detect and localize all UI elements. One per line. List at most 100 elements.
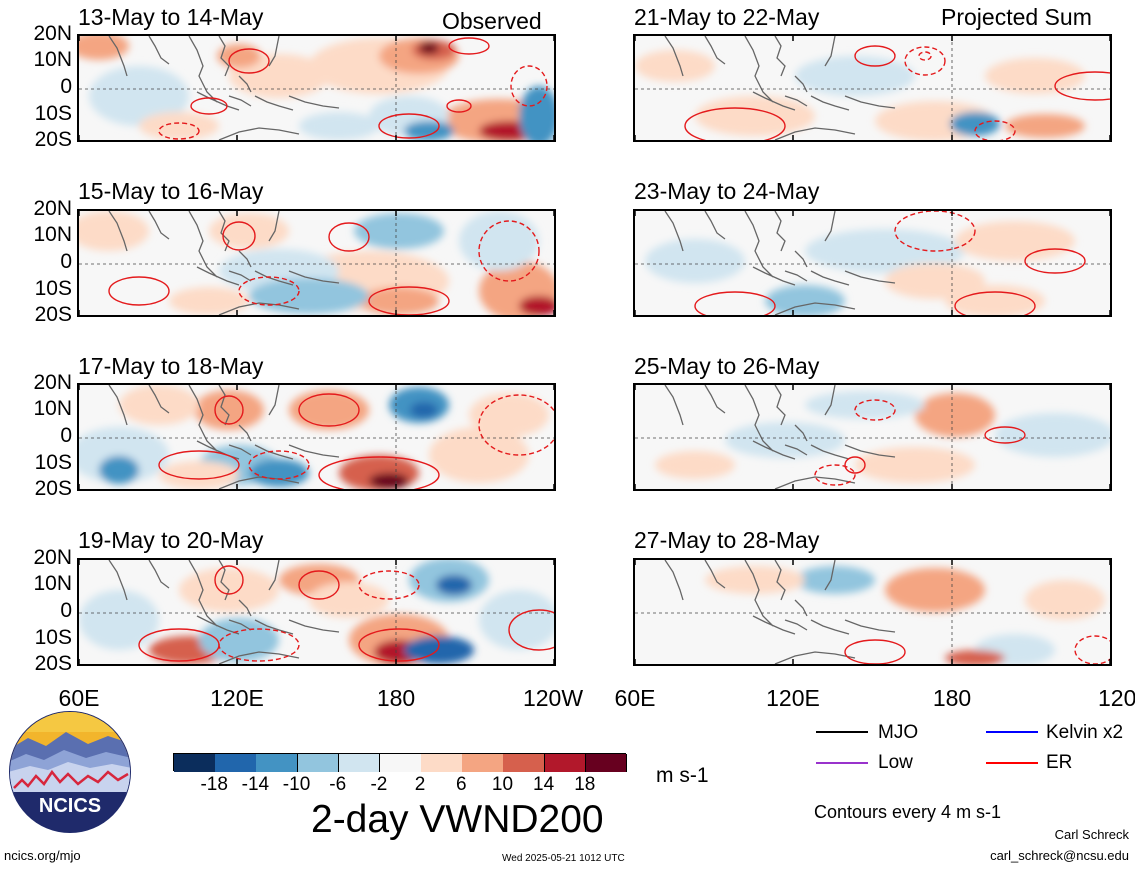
er-contour — [954, 291, 1036, 315]
figure-title: 2-day VWND200 — [311, 798, 604, 841]
coastline — [108, 36, 340, 140]
panel-title-2: 15-May to 16-May — [78, 178, 264, 204]
wind-anomaly-patch — [725, 422, 845, 458]
lat-label: 10N — [33, 48, 72, 71]
er-contour — [1054, 71, 1110, 101]
wind-anomaly-patch — [985, 58, 1085, 94]
colorbar-tick-label: 10 — [491, 774, 514, 795]
lat-label: 10N — [33, 397, 72, 420]
lat-label: 20S — [34, 128, 72, 151]
panel-title-3: 17-May to 18-May — [78, 353, 264, 379]
map-layer — [635, 560, 1110, 664]
wind-anomaly-patch — [249, 459, 309, 487]
colorbar-swatch — [174, 754, 216, 772]
colorbar-swatch — [585, 754, 628, 772]
colorbar-tick-label: -6 — [329, 774, 347, 795]
wind-anomaly-patch — [950, 112, 1000, 136]
wind-anomaly-patch — [1005, 114, 1085, 138]
er-contour — [814, 464, 856, 486]
wind-anomaly-patch — [805, 391, 925, 419]
coastline — [108, 560, 340, 664]
footer-author: Carl Schreck — [1054, 827, 1129, 842]
map-panel-3 — [77, 383, 556, 491]
wind-anomaly-patch — [359, 287, 439, 315]
er-contour — [378, 113, 440, 139]
lat-label: 10N — [33, 223, 72, 246]
lat-label: 20S — [34, 303, 72, 326]
map-panel-8 — [633, 558, 1112, 666]
er-contour — [190, 97, 228, 115]
colorbar-swatch — [544, 754, 587, 772]
map-layer — [79, 560, 554, 664]
coastline — [664, 211, 896, 315]
wind-anomaly-patch — [79, 211, 149, 251]
er-contour — [298, 393, 360, 427]
wind-anomaly-patch — [309, 582, 389, 618]
lat-label: 0 — [60, 424, 72, 447]
colorbar-swatch — [462, 754, 504, 772]
er-contour — [222, 221, 256, 251]
er-contour — [1074, 635, 1110, 664]
panel-tag-projected: Projected Sum — [941, 4, 1092, 30]
er-contour — [108, 276, 170, 306]
wind-anomaly-patch — [369, 473, 409, 489]
lon-label-180-right: 180 — [932, 685, 972, 711]
wind-anomaly-patch — [695, 96, 815, 136]
contour-note: Contours every 4 m s-1 — [814, 802, 1002, 822]
map-layer — [79, 36, 554, 140]
wind-anomaly-patch — [79, 590, 159, 650]
wind-anomaly-patch — [289, 390, 369, 430]
lat-label: 10S — [34, 277, 72, 300]
lat-label: 10S — [34, 451, 72, 474]
lat-label: 20N — [33, 22, 72, 45]
wind-anomaly-patch — [217, 44, 261, 68]
lon-label-120e-right: 120E — [766, 685, 820, 711]
lat-label: 0 — [60, 75, 72, 98]
legend-label-low: Low — [878, 752, 913, 773]
lat-label: 10S — [34, 102, 72, 125]
er-contour — [904, 46, 946, 76]
footer-timestamp: Wed 2025-05-21 1012 UTC — [502, 853, 625, 864]
panel-title-7: 25-May to 26-May — [634, 353, 820, 379]
lon-label-120w-left: 120W — [522, 685, 584, 711]
map-layer — [79, 211, 554, 315]
wind-anomaly-patch — [885, 568, 985, 612]
colorbar-swatch — [215, 754, 257, 772]
wind-anomaly-patch — [885, 263, 985, 299]
map-panel-2 — [77, 209, 556, 317]
lat-label: 20S — [34, 652, 72, 675]
wind-anomaly-patch — [945, 650, 1005, 664]
lat-label: 10N — [33, 572, 72, 595]
wind-anomaly-patch — [404, 636, 474, 664]
er-contour — [684, 107, 786, 140]
er-contour — [510, 65, 548, 107]
wind-anomaly-patch — [169, 287, 249, 315]
wind-anomaly-patch — [354, 213, 444, 249]
lon-label-120e-left: 120E — [210, 685, 264, 711]
er-contour — [228, 48, 270, 74]
lat-label: 0 — [60, 599, 72, 622]
map-panel-4 — [77, 558, 556, 666]
wind-anomaly-patch — [855, 447, 975, 483]
lat-label: 0 — [60, 250, 72, 273]
map-panel-1 — [77, 34, 556, 142]
lon-label-180-left: 180 — [376, 685, 416, 711]
er-contour — [298, 570, 340, 600]
lon-label-60e-left: 60E — [58, 685, 100, 711]
colorbar — [173, 753, 628, 772]
panel-title-6: 23-May to 24-May — [634, 178, 820, 204]
wind-anomaly-patch — [519, 296, 554, 315]
colorbar-swatch — [338, 754, 381, 772]
colorbar-swatch — [503, 754, 546, 772]
coastline — [108, 211, 340, 315]
map-layer — [635, 36, 1110, 140]
wind-anomaly-patch — [765, 285, 845, 315]
er-contour — [238, 276, 300, 306]
colorbar-tick-label: 2 — [414, 774, 426, 795]
wind-anomaly-patch — [119, 385, 199, 425]
er-contour — [854, 45, 896, 67]
lon-label-60e-right: 60E — [614, 685, 656, 711]
wind-anomaly-patch — [299, 112, 379, 140]
wind-anomaly-patch — [805, 229, 965, 273]
wind-anomaly-patch — [459, 211, 539, 271]
